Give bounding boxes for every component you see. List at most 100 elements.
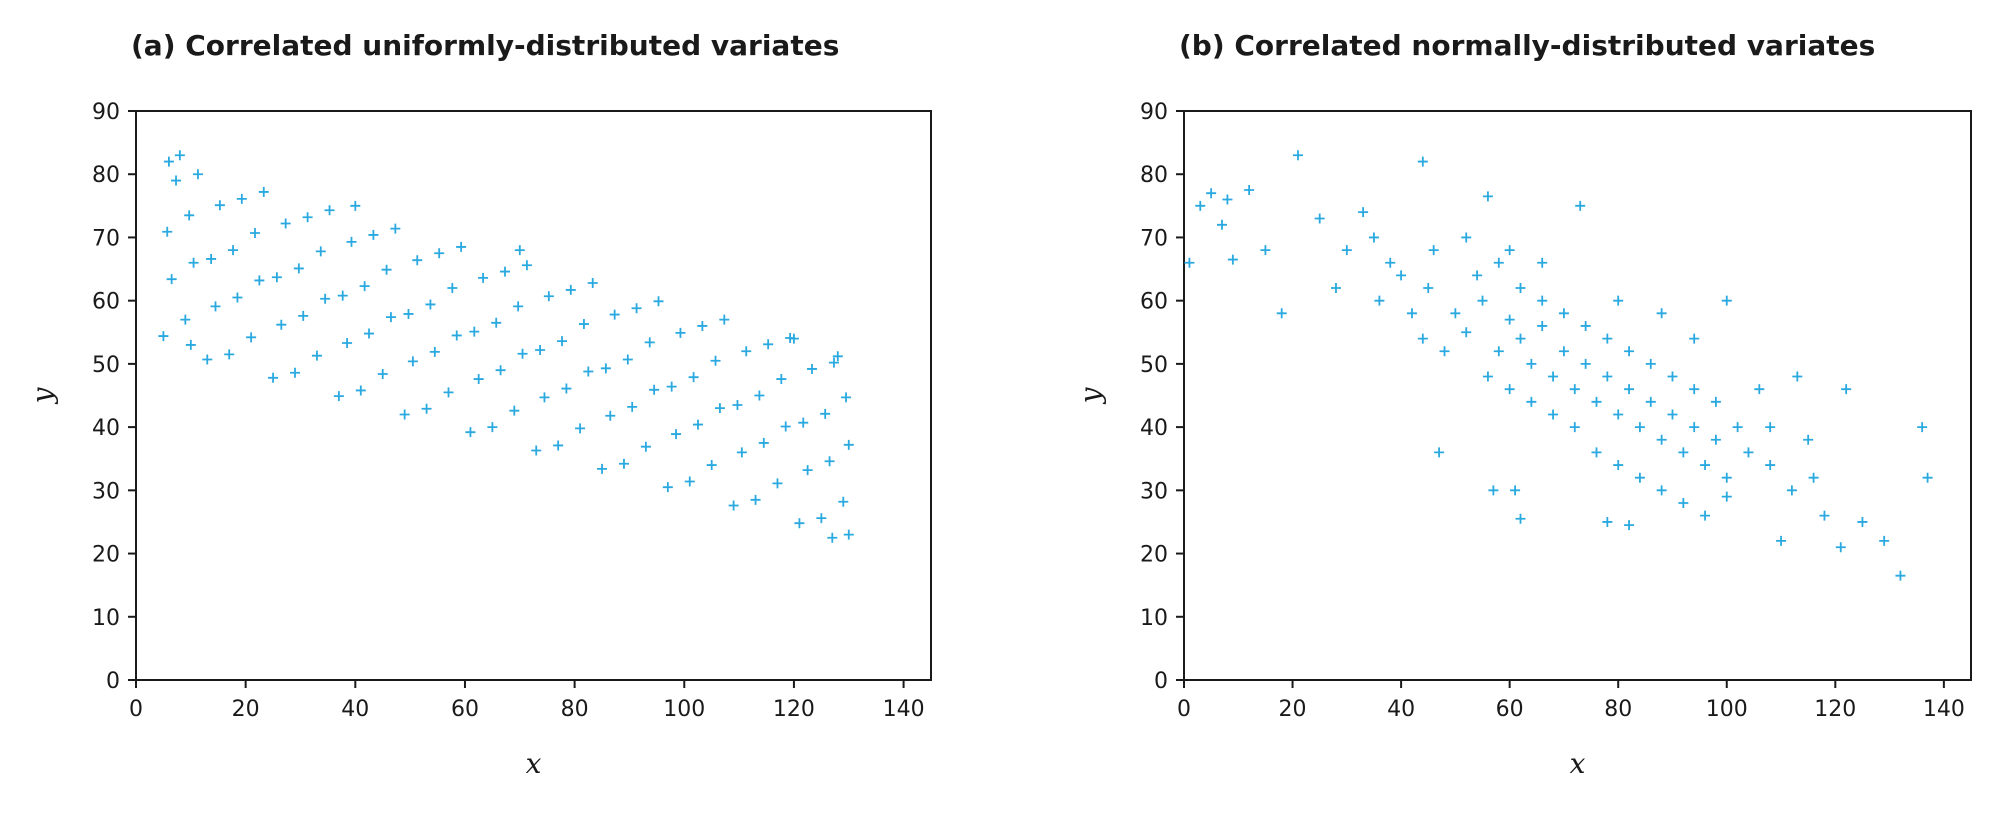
point: [495, 365, 506, 376]
plot-frame: [135, 110, 932, 681]
point: [421, 403, 432, 414]
point: [741, 346, 752, 357]
point: [539, 392, 550, 403]
point: [254, 275, 265, 286]
point: [346, 236, 357, 247]
point: [1613, 295, 1624, 306]
point: [807, 363, 818, 374]
point: [794, 518, 805, 529]
y-tick-label: 60: [92, 290, 120, 315]
point: [1721, 295, 1732, 306]
point: [1368, 232, 1379, 243]
point: [434, 248, 445, 259]
chart-title: (b) Correlated normally-distributed vari…: [1179, 29, 1875, 62]
point: [1743, 447, 1754, 458]
point: [609, 309, 620, 320]
x-tick-label: 100: [663, 697, 705, 722]
point: [258, 186, 269, 197]
point: [1645, 358, 1656, 369]
point: [1624, 384, 1635, 395]
point: [268, 372, 279, 383]
point: [513, 301, 524, 312]
point: [1314, 213, 1325, 224]
y-tick-label: 70: [92, 226, 120, 251]
y-tick-label: 40: [1140, 416, 1168, 441]
point: [605, 410, 616, 421]
point: [456, 241, 467, 252]
point: [162, 226, 173, 237]
point: [311, 350, 322, 361]
point: [1292, 150, 1303, 161]
x-tick-label: 140: [883, 697, 925, 722]
point: [271, 272, 282, 283]
point: [1721, 472, 1732, 483]
point: [1477, 295, 1488, 306]
y-tick-label: 30: [92, 479, 120, 504]
point: [228, 245, 239, 256]
point: [772, 478, 783, 489]
point: [1656, 434, 1667, 445]
point: [758, 437, 769, 448]
point: [666, 381, 677, 392]
y-axis-label: y: [1074, 386, 1107, 405]
point: [163, 156, 174, 167]
y-tick-label: 0: [1154, 669, 1168, 694]
point: [1423, 283, 1434, 294]
point: [728, 500, 739, 511]
point: [185, 339, 196, 350]
x-tick-label: 140: [1923, 697, 1965, 722]
point: [202, 354, 213, 365]
point: [1732, 422, 1743, 433]
point: [697, 320, 708, 331]
x-tick-label: 40: [341, 697, 369, 722]
y-tick-label: 30: [1140, 479, 1168, 504]
point: [399, 409, 410, 420]
point: [1396, 270, 1407, 281]
point: [224, 349, 235, 360]
point: [1548, 409, 1559, 420]
point: [553, 440, 564, 451]
point: [531, 445, 542, 456]
point: [210, 301, 221, 312]
point: [1841, 384, 1852, 395]
point: [841, 392, 852, 403]
point: [1765, 460, 1776, 471]
point: [1792, 371, 1803, 382]
point: [1678, 447, 1689, 458]
point: [355, 385, 366, 396]
point: [1922, 472, 1933, 483]
point: [1558, 346, 1569, 357]
point: [342, 338, 353, 349]
point: [425, 299, 436, 310]
point: [1700, 510, 1711, 521]
point: [473, 374, 484, 385]
point: [1504, 384, 1515, 395]
point: [381, 264, 392, 275]
point: [1558, 308, 1569, 319]
y-tick-label: 10: [92, 606, 120, 631]
point: [1515, 513, 1526, 524]
point: [1765, 422, 1776, 433]
point: [1786, 485, 1797, 496]
point: [583, 366, 594, 377]
y-tick-label: 80: [92, 163, 120, 188]
y-tick-label: 90: [1140, 100, 1168, 125]
point: [1819, 510, 1830, 521]
y-tick-label: 90: [92, 100, 120, 125]
point: [1260, 245, 1271, 256]
point: [627, 401, 638, 412]
x-tick-label: 80: [1604, 697, 1632, 722]
point: [827, 532, 838, 543]
point: [1591, 447, 1602, 458]
point: [1689, 384, 1700, 395]
point: [1835, 542, 1846, 553]
point: [1195, 200, 1206, 211]
point: [1803, 434, 1814, 445]
point: [1700, 460, 1711, 471]
point: [816, 513, 827, 524]
point: [1667, 371, 1678, 382]
point: [206, 253, 217, 264]
point: [324, 205, 335, 216]
x-tick-label: 0: [1177, 697, 1191, 722]
